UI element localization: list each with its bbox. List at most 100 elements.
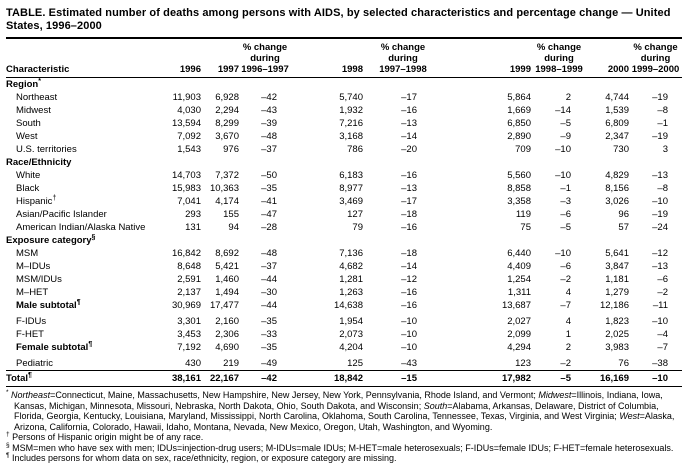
pct-change-cell: –10 [652,316,668,327]
pct-change-cell: –13 [401,118,417,129]
value-cell: 1,460 [215,274,239,285]
pct-change-cell: –8 [657,105,668,116]
pct-change-cell: –48 [261,131,277,142]
pct-change-cell: –35 [261,342,277,353]
value-cell: 1,254 [507,274,531,285]
pct-change-cell: –12 [652,248,668,259]
pct-change-cell: –12 [401,274,417,285]
pct-change-cell: –2 [657,287,668,298]
footnotes: * Northeast=Connecticut, Maine, Massachu… [6,387,682,464]
pct-change-cell: –43 [401,358,417,369]
value-cell: 8,648 [177,261,201,272]
value-cell: 79 [352,222,363,233]
value-cell: 30,969 [171,300,201,311]
pct-change-cell: –44 [261,274,277,285]
value-cell: 4,204 [339,342,363,353]
value-cell: 2,591 [177,274,201,285]
value-cell: 1,823 [605,316,629,327]
value-cell: 155 [223,209,239,220]
pct-change-cell: –10 [401,329,417,340]
value-cell: 75 [520,222,531,233]
value-cell: 3,670 [215,131,239,142]
pct-change-cell: –42 [261,92,277,103]
value-cell: 1,932 [339,105,363,116]
value-cell: 5,864 [507,92,531,103]
value-cell: 13,687 [501,300,531,311]
pct-change-cell: –14 [555,105,571,116]
value-cell: 3,847 [605,261,629,272]
table-row: Pediatric 430 219 –49 125 –43 123 –2 76 –38 [6,354,682,371]
row-label: West [16,131,38,142]
pct-change-cell: 1 [565,329,571,340]
pct-change-cell: –14 [401,261,417,272]
footnote-marker: ¶ [28,371,32,379]
pct-change-cell: –7 [657,342,668,353]
pct-change-cell: –16 [401,105,417,116]
value-cell: 3,168 [339,131,363,142]
footnote: † Persons of Hispanic origin might be of… [6,431,204,442]
row-label: M–HET [16,287,49,298]
footnote-marker: ¶ [6,452,10,459]
pct-change-cell: –3 [560,196,571,207]
total-pct-change-cell: –10 [629,370,682,387]
pct-change-cell: –49 [261,358,277,369]
value-cell: 5,641 [605,248,629,259]
table-body: Region* Northeast 11,903 6,928 –42 5,740 –17 5,… [6,78,682,371]
footnote-marker: † [6,431,10,438]
table-row: Asian/Pacific Islander 293 155 –47 127 –18 119… [6,208,682,221]
value-cell: 5,740 [339,92,363,103]
pct-change-cell: –8 [657,183,668,194]
row-label: South [16,118,41,129]
value-cell: 6,850 [507,118,531,129]
value-cell: 123 [515,358,531,369]
value-cell: 293 [185,209,201,220]
value-cell: 2,099 [507,329,531,340]
value-cell: 8,299 [215,118,239,129]
header-year-1996: 1996 [156,39,201,78]
value-cell: 127 [347,209,363,220]
table-row: Midwest 4,030 2,294 –43 1,932 –16 1,669 –14 1,53… [6,104,682,117]
pct-change-cell: –13 [401,183,417,194]
pct-change-cell: 4 [565,287,571,298]
pct-change-cell: –9 [560,131,571,142]
table-row: MSM/IDUs 2,591 1,460 –44 1,281 –12 1,254 –2 1,18… [6,273,682,286]
pct-change-cell: –11 [652,300,668,311]
value-cell: 4,682 [339,261,363,272]
table-row: Male subtotal¶ 30,969 17,477 –44 14,638 –16 13… [6,299,682,312]
row-label: F-HET [16,329,44,340]
pct-change-cell: –7 [560,300,571,311]
value-cell: 12,186 [599,300,629,311]
value-cell: 6,183 [339,170,363,181]
table-row: Hispanic† 7,041 4,174 –41 3,469 –17 3,358 –3 3,0… [6,195,682,208]
value-cell: 1,539 [605,105,629,116]
value-cell: 2,890 [507,131,531,142]
row-label: Female subtotal¶ [16,340,93,353]
value-cell: 4,030 [177,105,201,116]
table-total: Total¶ 38,161 22,167 –42 18,842 –15 17,982 –5 16… [6,370,682,387]
value-cell: 4,690 [215,342,239,353]
table-row: M–HET 2,137 1,494 –30 1,263 –16 1,311 4 1,279 –2 [6,286,682,299]
value-cell: 1,669 [507,105,531,116]
footnote: ¶ Includes persons for whom data on sex,… [6,452,397,463]
value-cell: 1,954 [339,316,363,327]
footnote-marker: * [6,389,9,396]
pct-change-cell: –5 [560,222,571,233]
table-row: F-IDUs 3,301 2,160 –35 1,954 –10 2,027 4 1,823 –1… [6,312,682,328]
pct-change-cell: –16 [401,287,417,298]
pct-change-cell: 2 [565,92,571,103]
table-row: American Indian/Alaska Native 131 94 –28 79 –… [6,221,682,234]
header-pct-change-1998-1999: % change during 1998–1999 [531,39,587,78]
value-cell: 4,174 [215,196,239,207]
row-label: Midwest [16,105,51,116]
value-cell: 4,409 [507,261,531,272]
value-cell: 786 [347,144,363,155]
pct-change-cell: –17 [401,196,417,207]
footnote-marker: * [38,77,41,85]
pct-change-cell: –33 [261,329,277,340]
section-label: Exposure category§ [6,233,96,246]
pct-change-cell: –16 [401,300,417,311]
value-cell: 119 [515,209,531,220]
value-cell: 15,983 [171,183,201,194]
header-year-2000: 2000 [587,39,629,78]
